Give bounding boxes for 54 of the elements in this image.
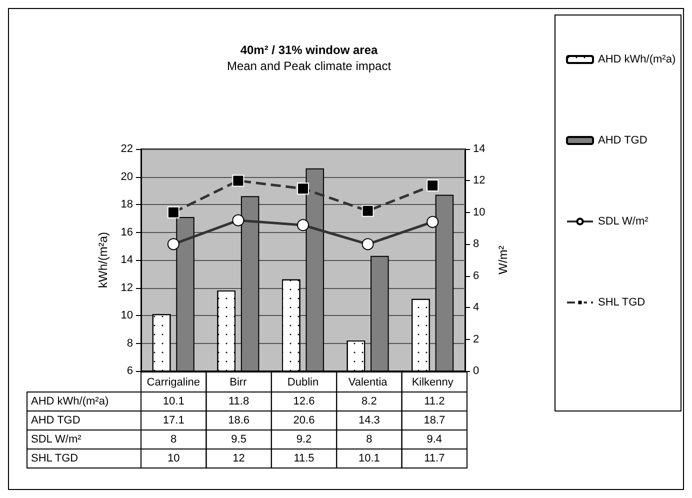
chart-subtitle: Mean and Peak climate impact [226, 59, 392, 73]
text: SDL W/m² [31, 434, 82, 446]
y-tick-label: 20 [120, 170, 133, 183]
data-label: 11.2 [424, 396, 445, 408]
y2-tick-label: 12 [473, 174, 486, 187]
y2-tick-label: 4 [473, 302, 480, 314]
data-label: 8 [170, 434, 177, 446]
y2-axis-title: W/m² [496, 246, 510, 274]
y2-tick-label: 10 [473, 206, 486, 218]
y-tick-label: 10 [120, 310, 133, 322]
text: AHD TGD [31, 414, 80, 426]
data-label: 14.3 [358, 414, 380, 426]
x-tick-label: Valentia [348, 376, 388, 388]
data-label: 9.2 [296, 434, 312, 446]
y2-tick-label: 0 [473, 365, 480, 377]
y2-tick-label: 8 [473, 238, 480, 250]
y2-tick-label: 2 [473, 333, 480, 346]
y-tick-label: 12 [120, 282, 133, 294]
y-tick-label: 16 [120, 226, 133, 238]
data-label: 12.6 [293, 396, 315, 408]
text: AHD kWh/(m²a) [31, 396, 109, 408]
legend-label: AHD TGD [598, 134, 648, 146]
x-tick-label: Birr [230, 376, 248, 388]
data-label: 10 [167, 452, 180, 464]
x-tick-label: Dublin [287, 376, 319, 388]
text: SHL TGD [31, 452, 78, 464]
y-tick-label: 22 [120, 143, 133, 155]
data-label: 9.5 [231, 434, 246, 446]
legend-label: AHD kWh/(m²a) [598, 54, 676, 66]
data-label: 18.7 [424, 414, 446, 426]
y-tick-label: 8 [126, 337, 133, 350]
legend-label: SDL W/m² [598, 216, 649, 228]
data-label: 17.1 [162, 414, 184, 426]
data-label: 11.7 [424, 452, 445, 464]
y-tick-label: 6 [126, 365, 133, 377]
y-tick-label: 18 [120, 198, 133, 210]
data-label: 11.5 [294, 452, 314, 464]
y-axis-title: kWh/(m²a) [96, 232, 110, 288]
data-label: 10.1 [162, 396, 184, 408]
data-label: 8.2 [362, 396, 377, 408]
x-tick-label: Carrigaline [146, 376, 200, 388]
y2-tick-label: 14 [473, 143, 486, 155]
y2-tick-label: 6 [473, 270, 480, 282]
x-tick-label: Kilkenny [412, 376, 454, 388]
data-label: 20.6 [293, 414, 315, 426]
legend-label: SHL TGD [598, 296, 646, 308]
data-label: 18.6 [228, 414, 250, 426]
data-label: 11.8 [228, 396, 250, 408]
data-label: 9.4 [426, 434, 442, 446]
data-label: 10.1 [358, 452, 380, 464]
data-label: 8 [366, 434, 372, 446]
data-label: 12 [232, 452, 245, 464]
y-tick-label: 14 [120, 254, 133, 266]
chart-title: 40m² / 31% window area [240, 43, 378, 57]
